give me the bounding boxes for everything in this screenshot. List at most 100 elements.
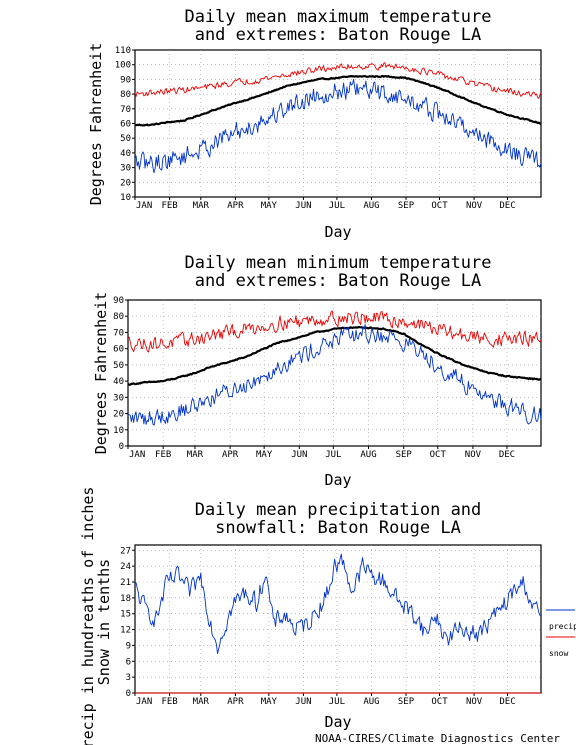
y-axis-ticks: 0 10 20 30 40 50 60 70 80 90 xyxy=(113,296,128,452)
legend-label-snow: snow xyxy=(549,649,568,658)
chart-title-line-1: Daily mean maximum temperature xyxy=(184,7,491,27)
y-tick-label: 10 xyxy=(113,426,124,436)
y-tick-label: 60 xyxy=(113,345,124,355)
y-tick-label: 110 xyxy=(115,46,131,56)
x-tick-label: FEB xyxy=(161,201,177,211)
plot-frame xyxy=(127,299,542,447)
y-tick-label: 0 xyxy=(126,689,131,699)
series-group xyxy=(127,310,542,426)
y-axis-label-line-2: Snow in tenths xyxy=(95,559,113,685)
series-line-precip xyxy=(134,553,542,654)
x-tick-label: SEP xyxy=(398,201,415,211)
y-tick-label: 9 xyxy=(126,641,131,651)
x-tick-label: FEB xyxy=(155,450,171,460)
x-tick-label: SEP xyxy=(398,697,415,707)
y-tick-label: 3 xyxy=(126,673,131,683)
panel-min-temperature: Daily mean minimum temperature and extre… xyxy=(92,253,542,489)
x-tick-label: AUG xyxy=(363,201,379,211)
y-tick-label: 60 xyxy=(120,120,131,130)
x-axis-label: Day xyxy=(324,713,351,731)
x-tick-label: NOV xyxy=(466,697,483,707)
x-tick-label: OCT xyxy=(431,697,448,707)
y-tick-label: 21 xyxy=(120,578,131,588)
y-tick-label: 40 xyxy=(120,149,131,159)
x-tick-label: JUN xyxy=(291,450,307,460)
x-tick-label: OCT xyxy=(430,450,447,460)
legend: precip snow xyxy=(546,609,576,658)
y-tick-label: 27 xyxy=(120,546,131,556)
y-tick-label: 15 xyxy=(120,610,131,620)
x-tick-label: DEC xyxy=(499,697,515,707)
x-tick-label: MAR xyxy=(193,697,210,707)
y-tick-label: 10 xyxy=(120,193,131,203)
y-axis-label-line-1: Precip in hundreaths of inches xyxy=(79,487,97,745)
y-tick-label: 50 xyxy=(113,361,124,371)
x-tick-label: JUN xyxy=(295,201,311,211)
x-tick-label: AUG xyxy=(363,697,379,707)
gridlines xyxy=(135,545,541,693)
y-axis-label: Degrees Fahrenheit xyxy=(92,292,110,455)
y-tick-label: 30 xyxy=(113,393,124,403)
x-axis-ticks: JAN FEB MAR APR MAY JUN JUL AUG SEP OCT NOV DEC xyxy=(134,197,516,211)
y-tick-label: 24 xyxy=(120,562,131,572)
x-tick-label: JAN xyxy=(136,697,152,707)
panel-max-temperature: Daily mean maximum temperature and extre… xyxy=(87,7,542,241)
plot-frame xyxy=(134,544,542,694)
y-tick-label: 40 xyxy=(113,377,124,387)
y-axis-label: Degrees Fahrenheit xyxy=(87,43,105,206)
y-axis-ticks: 10 20 30 40 50 60 70 80 90 100 110 xyxy=(115,46,135,203)
credit-text: NOAA-CIRES/Climate Diagnostics Center xyxy=(315,732,560,745)
series-group xyxy=(134,62,542,174)
x-tick-label: NOV xyxy=(466,201,483,211)
x-tick-label: JUL xyxy=(329,697,345,707)
x-axis-label: Day xyxy=(324,471,351,489)
y-tick-label: 90 xyxy=(113,296,124,306)
series-line-record_high xyxy=(134,62,542,99)
x-tick-label: MAY xyxy=(261,201,278,211)
gridlines xyxy=(135,50,541,197)
y-axis-ticks: 0 3 6 9 12 15 18 21 24 27 xyxy=(120,546,135,699)
x-tick-label: FEB xyxy=(161,697,177,707)
y-tick-label: 80 xyxy=(120,90,131,100)
chart-title-line-2: snowfall: Baton Rouge LA xyxy=(215,518,461,538)
y-tick-label: 0 xyxy=(119,442,124,452)
y-tick-label: 20 xyxy=(113,410,124,420)
chart-title-line-2: and extremes: Baton Rouge LA xyxy=(195,25,482,45)
y-tick-label: 70 xyxy=(120,105,131,115)
y-tick-label: 100 xyxy=(115,61,131,71)
y-tick-label: 30 xyxy=(120,164,131,174)
y-tick-label: 70 xyxy=(113,328,124,338)
y-tick-label: 50 xyxy=(120,134,131,144)
series-line-mean xyxy=(134,74,542,127)
x-tick-label: NOV xyxy=(465,450,482,460)
x-tick-label: APR xyxy=(227,697,244,707)
x-tick-label: JUL xyxy=(329,201,345,211)
x-tick-label: MAR xyxy=(187,450,204,460)
x-axis-ticks: JAN FEB MAR APR MAY JUN JUL AUG SEP OCT NOV DEC xyxy=(127,446,515,460)
y-tick-label: 90 xyxy=(120,75,131,85)
y-tick-label: 12 xyxy=(120,626,131,636)
x-tick-label: JUN xyxy=(295,697,311,707)
x-tick-label: SEP xyxy=(396,450,413,460)
series-line-record_low xyxy=(127,324,542,426)
x-tick-label: DEC xyxy=(499,201,515,211)
x-tick-label: JAN xyxy=(129,450,145,460)
y-tick-label: 20 xyxy=(120,178,131,188)
chart-title-line-2: and extremes: Baton Rouge LA xyxy=(195,271,482,291)
panel-precipitation: Daily mean precipitation and snowfall: B… xyxy=(79,487,576,745)
legend-label-precip: precip xyxy=(549,622,576,631)
x-axis-ticks: JAN FEB MAR APR MAY JUN JUL AUG SEP OCT NOV DEC xyxy=(134,693,516,707)
x-tick-label: OCT xyxy=(431,201,448,211)
x-tick-label: MAY xyxy=(256,450,273,460)
x-axis-label: Day xyxy=(324,223,351,241)
y-tick-label: 80 xyxy=(113,312,124,322)
y-tick-label: 18 xyxy=(120,594,131,604)
x-tick-label: DEC xyxy=(499,450,515,460)
x-tick-label: APR xyxy=(227,201,244,211)
chart-title-line-1: Daily mean minimum temperature xyxy=(184,253,491,273)
y-tick-label: 6 xyxy=(126,657,131,667)
x-tick-label: MAR xyxy=(193,201,210,211)
chart-title-line-1: Daily mean precipitation and xyxy=(195,500,482,520)
x-tick-label: AUG xyxy=(360,450,376,460)
